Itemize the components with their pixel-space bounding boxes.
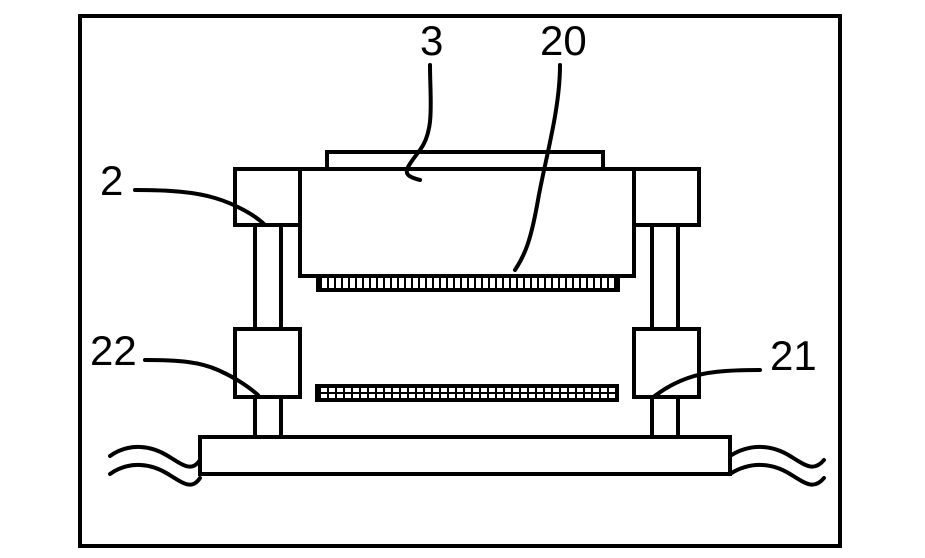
leader-3 — [407, 65, 431, 180]
label-top_right: 20 — [540, 17, 587, 64]
cap-top — [327, 152, 603, 169]
base-slab — [200, 437, 730, 474]
left-cap — [235, 169, 300, 225]
label-top_left: 3 — [420, 17, 443, 64]
label-left_lower: 22 — [90, 327, 137, 374]
right-column-top — [652, 225, 678, 329]
leader-2 — [135, 190, 265, 225]
leader-21 — [652, 370, 760, 398]
left-leg — [255, 397, 281, 437]
wave-right — [730, 447, 824, 485]
right-cap — [634, 169, 699, 225]
main-slab — [300, 169, 634, 276]
right-leg — [652, 397, 678, 437]
left-column-top — [255, 225, 281, 329]
leader-22 — [145, 360, 258, 395]
label-left_upper: 2 — [100, 157, 123, 204]
label-right_lower: 21 — [770, 332, 817, 379]
wave-left — [110, 447, 200, 485]
